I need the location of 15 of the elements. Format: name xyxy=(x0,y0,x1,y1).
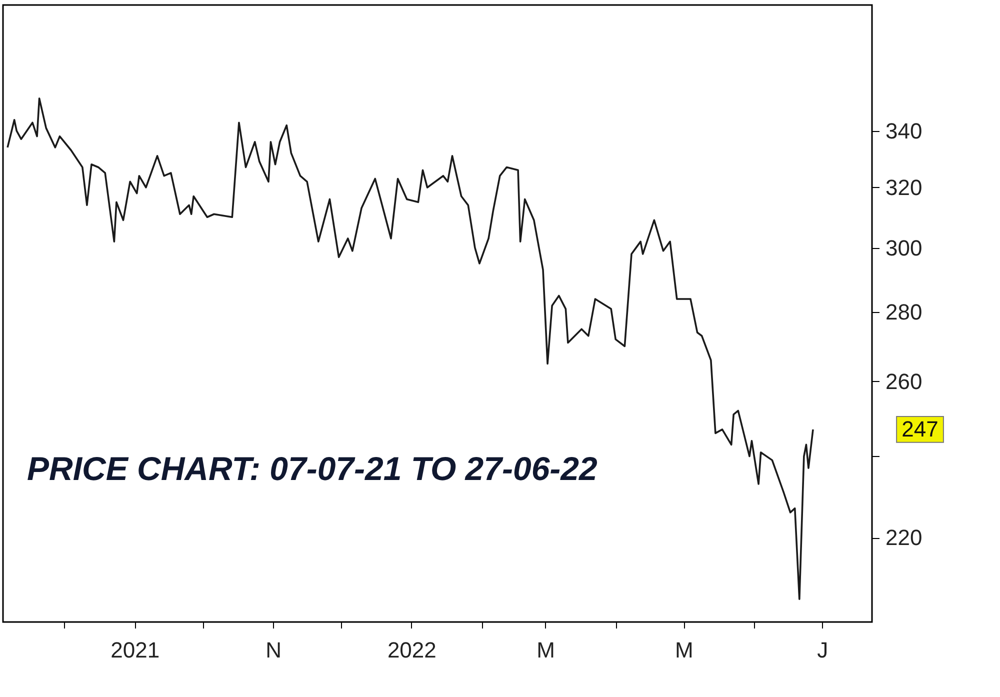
y-tick-label: 260 xyxy=(886,368,922,394)
y-tick-label: 340 xyxy=(886,118,922,144)
line-series xyxy=(6,98,814,600)
y-tick-label: 320 xyxy=(886,174,922,200)
x-tick-label: N xyxy=(266,638,282,662)
x-tick-label: J xyxy=(817,638,828,662)
y-tick-label: 220 xyxy=(886,525,922,550)
x-tick-label: 2022 xyxy=(387,638,436,662)
x-tick-label: M xyxy=(536,638,555,662)
x-tick-label: M xyxy=(675,638,694,662)
annotation: PRICE CHART: 07-07-21 TO 27-06-22 xyxy=(27,450,598,487)
text: 247 xyxy=(902,416,938,442)
y-tick-label: 280 xyxy=(886,300,922,325)
x-tick-label: 2021 xyxy=(110,638,160,662)
y-tick-label: 300 xyxy=(886,235,922,260)
